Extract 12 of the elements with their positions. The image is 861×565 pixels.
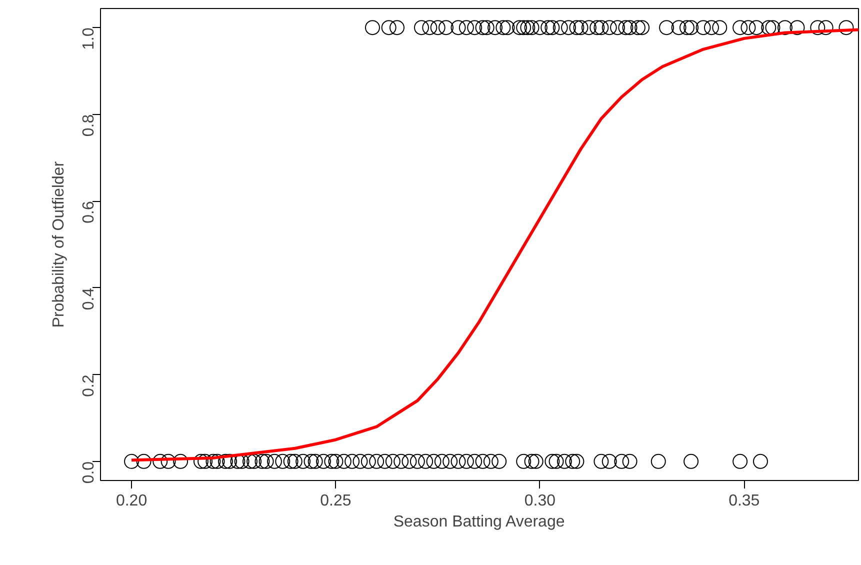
- x-tick-label: 0.25: [320, 492, 352, 510]
- x-tick-label: 0.20: [116, 492, 148, 510]
- y-tick-label: 0.6: [80, 201, 98, 224]
- x-axis-title: Season Batting Average: [393, 514, 565, 530]
- y-tick-label: 0.0: [80, 461, 98, 484]
- y-tick-label: 1.0: [80, 27, 98, 50]
- x-tick-label: 0.30: [524, 492, 556, 510]
- y-tick-label: 0.8: [80, 114, 98, 137]
- y-tick-label: 0.2: [80, 374, 98, 397]
- y-tick-label: 0.4: [80, 288, 98, 310]
- y-axis-title: Probability of Outfielder: [50, 160, 68, 328]
- x-tick-label: 0.35: [728, 492, 760, 510]
